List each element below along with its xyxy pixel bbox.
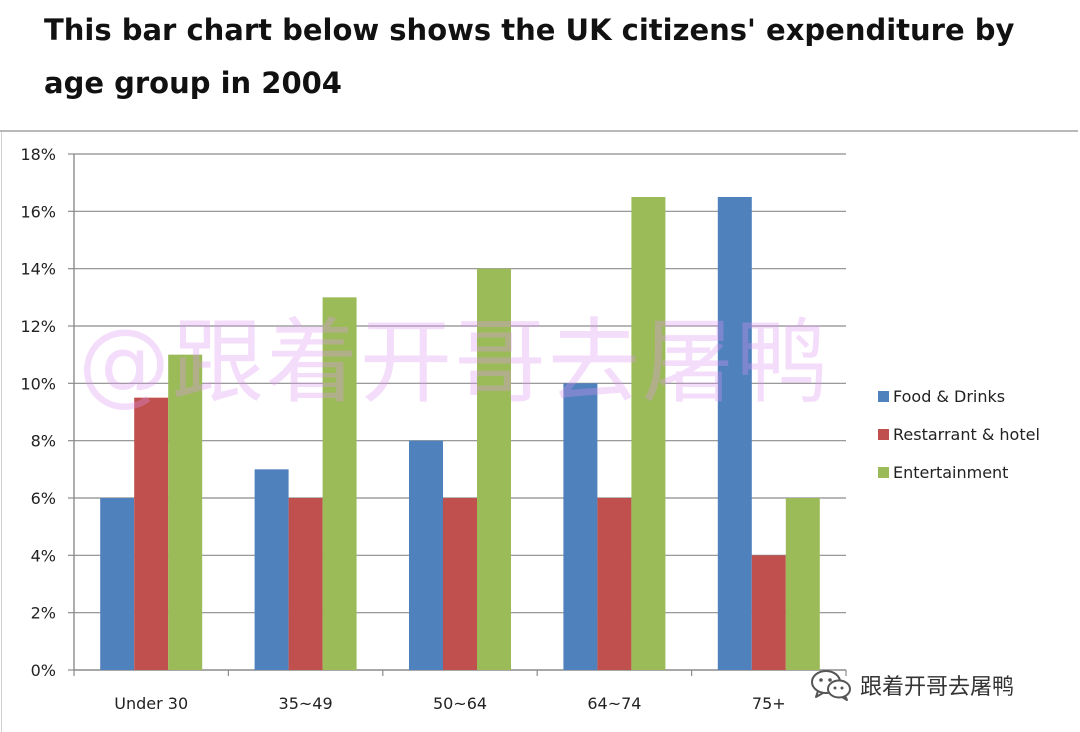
y-tick-label: 14% <box>20 260 56 279</box>
legend-swatch <box>878 467 889 478</box>
y-tick-label: 12% <box>20 317 56 336</box>
bar <box>322 297 357 670</box>
header-divider <box>0 130 1078 132</box>
legend-label: Restarrant & hotel <box>893 425 1040 444</box>
y-tick-label: 16% <box>20 202 56 221</box>
bar <box>254 469 289 670</box>
y-tick-label: 4% <box>31 546 56 565</box>
x-tick-label: 35~49 <box>279 694 333 713</box>
wechat-icon <box>811 670 851 701</box>
legend-label: Food & Drinks <box>893 387 1005 406</box>
x-tick-label: 64~74 <box>587 694 641 713</box>
bar <box>409 440 443 670</box>
legend-swatch <box>878 391 889 402</box>
x-tick-label: 75+ <box>752 694 786 713</box>
bar <box>563 383 598 670</box>
bar <box>100 498 135 670</box>
watermark-text: @跟着开哥去屠鸭 <box>78 309 831 416</box>
legend-swatch <box>878 429 889 440</box>
y-tick-label: 0% <box>31 661 56 680</box>
bar <box>785 498 820 670</box>
chart-header: This bar chart below shows the UK citize… <box>0 0 1080 130</box>
bar <box>443 498 477 670</box>
bar <box>717 197 752 670</box>
bar <box>751 555 786 670</box>
y-tick-label: 10% <box>20 374 56 393</box>
y-tick-label: 2% <box>31 604 56 623</box>
y-tick-label: 18% <box>20 145 56 164</box>
x-tick-label: 50~64 <box>433 694 487 713</box>
left-border <box>1 132 2 732</box>
bar <box>288 498 323 670</box>
x-tick-label: Under 30 <box>114 694 188 713</box>
chart-title: This bar chart below shows the UK citize… <box>44 13 1015 100</box>
bar <box>597 498 632 670</box>
y-tick-label: 6% <box>31 489 56 508</box>
bar <box>168 354 203 670</box>
corner-watermark-text: 跟着开哥去屠鸭 <box>860 675 1015 700</box>
bar <box>134 397 169 670</box>
legend-label: Entertainment <box>893 463 1008 482</box>
bar <box>477 268 511 670</box>
bar <box>631 197 666 670</box>
y-tick-label: 8% <box>31 432 56 451</box>
corner-watermark: 跟着开哥去屠鸭 <box>810 668 1014 702</box>
